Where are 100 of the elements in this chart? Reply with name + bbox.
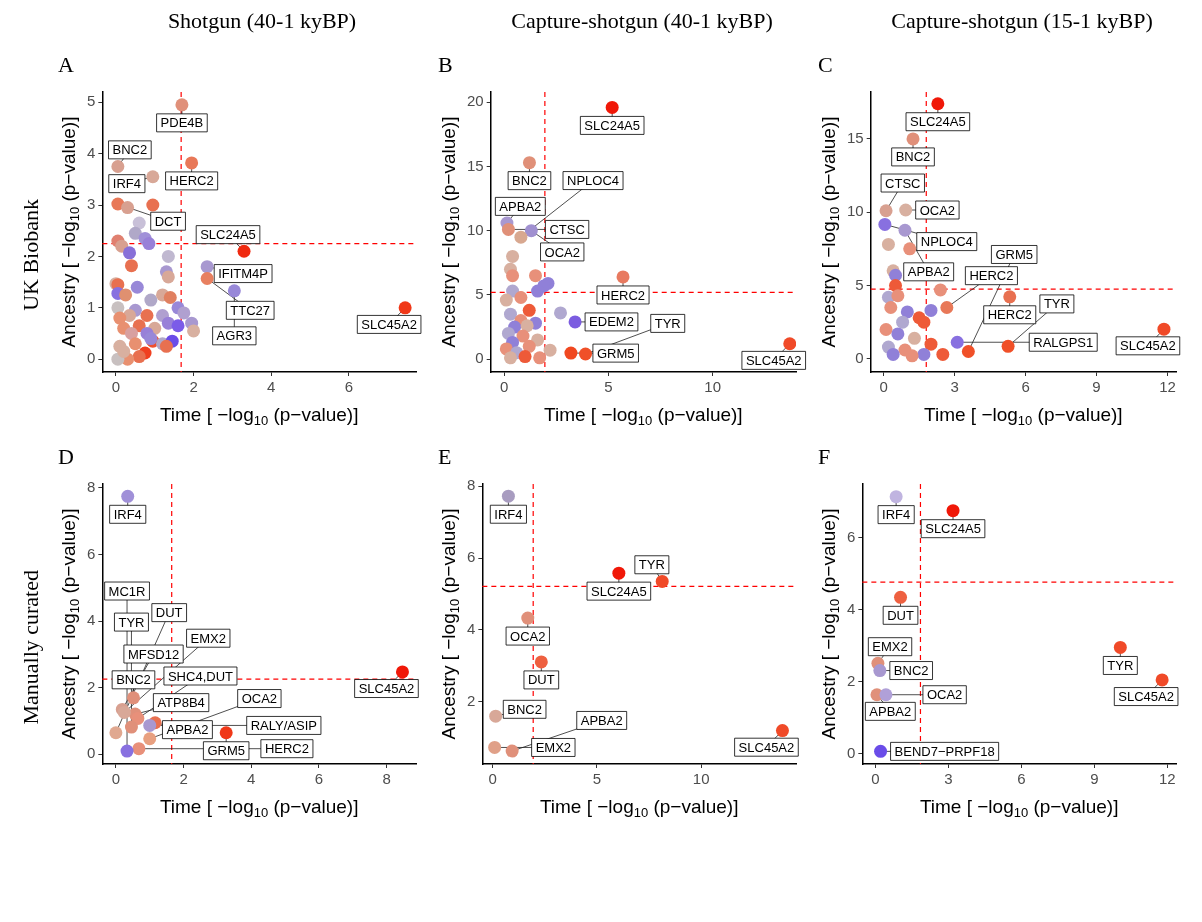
y-tick-label: 0	[87, 744, 96, 762]
annotation: SHC4,DUT	[167, 668, 234, 684]
annotation: OCA2	[926, 687, 963, 703]
annotation: DCT	[154, 213, 182, 229]
annotation: APBA2	[907, 264, 950, 280]
annotation: HERC2	[600, 287, 646, 303]
annotation: TYR	[1107, 658, 1134, 674]
x-tick-label: 6	[344, 378, 354, 396]
chart-title: Shotgun (40-1 kyBP)	[166, 8, 358, 35]
annotation: APBA2	[499, 198, 542, 214]
annotation: CTSC	[885, 175, 921, 191]
annotation: TYR	[638, 557, 665, 573]
y-tick-label: 4	[87, 143, 96, 161]
annotation: TTC27	[230, 302, 271, 318]
annotation: TYR	[654, 315, 681, 331]
annotation: GRM5	[596, 345, 635, 361]
y-tick-label: 15	[847, 129, 864, 147]
annotation: SLC45A2	[358, 681, 415, 697]
y-tick-label: 5	[855, 275, 864, 293]
x-tick-label: 0	[111, 770, 121, 788]
y-axis-title: Ancestry [ −log10 (p−value)]	[818, 508, 843, 740]
annotation: IRF4	[882, 507, 911, 523]
y-tick-label: 0	[847, 744, 856, 762]
x-tick-label: 10	[692, 770, 710, 788]
annotation: AGR3	[216, 328, 253, 344]
annotation: SLC45A2	[738, 739, 795, 755]
y-axis-title: Ancestry [ −log10 (p−value)]	[818, 116, 843, 348]
annotation: BNC2	[507, 701, 542, 717]
annotation: ATP8B4	[157, 695, 205, 711]
annotation: RALGPS1	[1033, 334, 1094, 350]
x-tick-label: 6	[1021, 378, 1030, 396]
x-tick-label: 0	[500, 378, 509, 396]
y-tick-label: 10	[847, 202, 864, 220]
y-axis-title: Ancestry [ −log10 (p−value)]	[58, 508, 83, 740]
annotation: IRF4	[113, 506, 142, 522]
annotation: HERC2	[169, 173, 214, 189]
y-tick-label: 2	[87, 246, 96, 264]
annotation: OCA2	[919, 202, 956, 218]
chart-subtitle: A	[57, 52, 75, 79]
text: UK Biobank	[18, 199, 44, 311]
annotation: SLC45A2	[1120, 338, 1176, 354]
y-tick-label: 4	[467, 620, 476, 638]
y-tick-label: 5	[475, 285, 484, 303]
annotation: GRM5	[207, 743, 245, 759]
annotation: DUT	[527, 672, 555, 688]
annotation: NPLOC4	[567, 173, 620, 189]
chart-subtitle: B	[437, 52, 454, 79]
annotation: MFSD12	[127, 646, 180, 662]
chart-subtitle: D	[57, 444, 75, 471]
y-tick-label: 20	[467, 92, 484, 110]
annotation: NPLOC4	[920, 234, 973, 250]
annotation: PDE4B	[160, 115, 204, 131]
x-tick-label: 6	[314, 770, 324, 788]
chart-subtitle: F	[817, 444, 832, 471]
x-tick-label: 0	[871, 770, 880, 788]
annotation: APBA2	[580, 713, 623, 729]
x-tick-label: 5	[592, 770, 602, 788]
x-tick-label: 8	[382, 770, 391, 788]
annotation: EDEM2	[589, 314, 634, 330]
y-axis-title: Ancestry [ −log10 (p−value)]	[58, 116, 83, 348]
x-tick-label: 10	[704, 378, 721, 396]
annotation: BNC2	[895, 149, 931, 165]
y-tick-label: 1	[87, 297, 96, 315]
annotation: HERC2	[969, 268, 1014, 284]
x-tick-label: 9	[1092, 378, 1101, 396]
x-tick-label: 5	[604, 378, 613, 396]
annotation: SLC24A5	[200, 227, 256, 243]
annotation: TYR	[1043, 296, 1070, 312]
annotation: IFITM4P	[218, 266, 269, 282]
annotation: SLC24A5	[584, 117, 641, 133]
x-tick-label: 4	[267, 378, 276, 396]
y-axis-title: Ancestry [ −log10 (p−value)]	[438, 116, 463, 348]
annotation: OCA2	[241, 691, 278, 707]
annotation: BNC2	[112, 142, 148, 158]
chart-subtitle: E	[437, 444, 453, 471]
y-axis-title: Ancestry [ −log10 (p−value)]	[438, 508, 463, 740]
annotation: CTSC	[549, 222, 585, 238]
chart-subtitle: C	[817, 52, 834, 79]
annotation: BNC2	[893, 663, 929, 679]
annotation: DUT	[155, 605, 183, 621]
x-tick-label: 0	[111, 378, 121, 396]
annotation: BNC2	[512, 173, 547, 189]
annotation: EMX2	[535, 740, 572, 756]
annotation: OCA2	[544, 244, 580, 260]
annotation: HERC2	[264, 741, 309, 757]
y-tick-label: 5	[87, 92, 96, 110]
annotation: SLC24A5	[591, 583, 647, 599]
annotation: SLC45A2	[1118, 689, 1174, 705]
x-tick-label: 0	[879, 378, 888, 396]
annotation: EMX2	[190, 630, 226, 646]
annotation: GRM5	[995, 247, 1033, 263]
annotation: DUT	[887, 607, 914, 623]
annotation: SLC45A2	[745, 352, 802, 368]
annotation: HERC2	[987, 307, 1032, 323]
annotation: EMX2	[872, 639, 908, 655]
annotation: SLC24A5	[910, 114, 966, 130]
chart-title: Capture-shotgun (40-1 kyBP)	[510, 8, 774, 35]
x-tick-label: 4	[247, 770, 256, 788]
annotation: OCA2	[510, 628, 546, 644]
annotation: TYR	[118, 614, 145, 630]
